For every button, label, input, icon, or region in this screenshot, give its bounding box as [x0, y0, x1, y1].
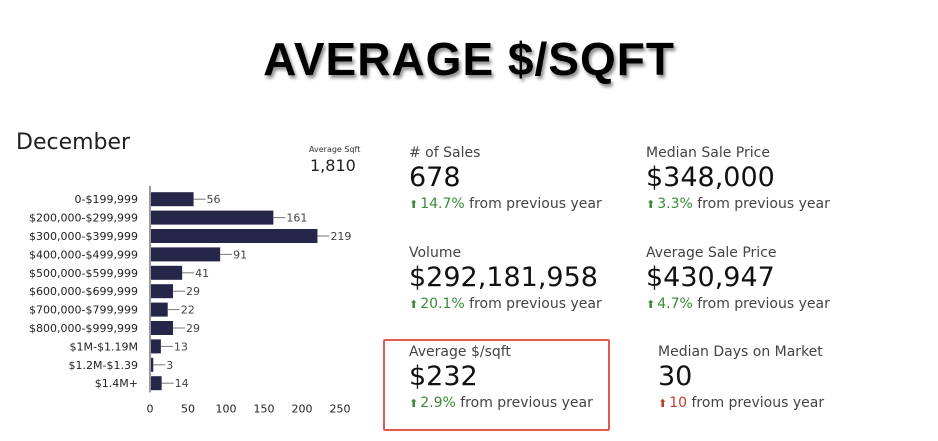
stat-pct: 14.7%: [420, 196, 465, 212]
value-label: 3: [166, 359, 173, 372]
value-label: 91: [233, 248, 247, 261]
bar: [151, 321, 174, 335]
category-label: $1M-$1.19M: [70, 340, 138, 353]
x-tick-label: 200: [292, 402, 313, 415]
stat-value: $292,181,958: [409, 262, 598, 293]
stat-label: Volume: [409, 245, 462, 261]
stat-sales-count: # of Sales 678 ⬆ 14.7% from previous year: [409, 145, 602, 212]
value-label: 29: [186, 322, 200, 335]
average-sqft-value: 1,810: [310, 156, 356, 175]
bar: [151, 247, 221, 262]
value-label: 14: [175, 377, 189, 390]
stat-average-price-per-sqft: Average $/sqft $232 ⬆ 2.9% from previous …: [409, 344, 593, 411]
value-label: 13: [174, 340, 188, 353]
x-tick-label: 100: [216, 402, 237, 415]
stat-median-days-on-market: Median Days on Market 30 ⬆ 10 from previo…: [658, 344, 824, 411]
stat-median-sale-price: Median Sale Price $348,000 ⬆ 3.3% from pr…: [646, 145, 830, 212]
stat-change: ⬆ 14.7% from previous year: [409, 196, 602, 212]
category-label: $800,000-$999,999: [29, 322, 138, 335]
category-label: $300,000-$399,999: [29, 230, 138, 243]
page-title: AVERAGE $/SQFT: [263, 33, 675, 85]
x-tick-label: 0: [147, 402, 154, 415]
stat-label: Median Sale Price: [646, 145, 770, 161]
stat-pct: 10: [669, 395, 688, 411]
value-label: 41: [195, 267, 209, 280]
bar: [151, 210, 274, 225]
value-label: 22: [181, 304, 195, 317]
bar: [151, 339, 161, 354]
stat-change: ⬆ 3.3% from previous year: [646, 196, 830, 212]
category-label: $600,000-$699,999: [29, 285, 138, 298]
category-label: $1.2M-$1.39: [69, 359, 138, 372]
bar: [151, 192, 194, 207]
stat-suffix: from previous year: [469, 196, 602, 212]
stat-change: ⬆ 4.7% from previous year: [646, 296, 830, 312]
stat-change: ⬆ 20.1% from previous year: [409, 296, 602, 312]
stat-label: Median Days on Market: [658, 344, 823, 360]
stat-label: Average $/sqft: [409, 344, 511, 360]
stat-suffix: from previous year: [697, 196, 830, 212]
category-label: $200,000-$299,999: [29, 212, 138, 225]
arrow-up-icon: ⬆: [658, 397, 668, 410]
stat-change: ⬆ 10 from previous year: [658, 395, 824, 411]
bar: [151, 302, 168, 317]
stat-value: $232: [409, 361, 478, 392]
x-tick-label: 150: [254, 402, 275, 415]
bar: [151, 265, 183, 280]
stat-suffix: from previous year: [691, 395, 825, 411]
bar: [151, 357, 154, 372]
x-tick-label: 50: [181, 402, 195, 415]
bar: [151, 284, 174, 299]
stat-pct: 20.1%: [420, 296, 465, 312]
arrow-up-icon: ⬆: [409, 198, 419, 211]
month-label: December: [16, 130, 131, 155]
stat-label: Average Sale Price: [646, 245, 777, 261]
stat-pct: 2.9%: [420, 395, 456, 411]
stat-suffix: from previous year: [469, 296, 602, 312]
category-label: $1.4M+: [95, 377, 138, 390]
price-range-bar-chart: 0-$199,999 56 $200,000-$299,999 161 $300,000…: [29, 186, 351, 415]
stat-value: 30: [658, 361, 693, 392]
stat-value: $348,000: [646, 162, 775, 193]
stat-change: ⬆ 2.9% from previous year: [409, 395, 593, 411]
stat-suffix: from previous year: [460, 395, 593, 411]
average-sqft-label: Average Sqft: [309, 145, 361, 154]
value-label: 29: [186, 285, 200, 298]
value-label: 219: [330, 230, 351, 243]
bar: [151, 229, 318, 243]
stat-label: # of Sales: [409, 145, 481, 161]
category-label: 0-$199,999: [75, 193, 138, 206]
arrow-up-icon: ⬆: [409, 298, 419, 311]
category-label: $700,000-$799,999: [29, 304, 138, 317]
stat-volume: Volume $292,181,958 ⬆ 20.1% from previous…: [409, 245, 602, 312]
stat-value: $430,947: [646, 262, 775, 293]
arrow-up-icon: ⬆: [409, 397, 419, 410]
highlight-box: [383, 339, 610, 431]
stat-pct: 3.3%: [657, 196, 693, 212]
stat-pct: 4.7%: [657, 296, 693, 312]
stat-suffix: from previous year: [697, 296, 830, 312]
category-label: $500,000-$599,999: [29, 267, 138, 280]
x-tick-label: 250: [330, 402, 351, 415]
stat-average-sale-price: Average Sale Price $430,947 ⬆ 4.7% from p…: [646, 245, 830, 312]
value-label: 161: [286, 212, 307, 225]
arrow-up-icon: ⬆: [646, 298, 656, 311]
value-label: 56: [207, 193, 221, 206]
bar: [151, 376, 162, 391]
stat-value: 678: [409, 162, 461, 193]
category-label: $400,000-$499,999: [29, 248, 138, 261]
arrow-up-icon: ⬆: [646, 198, 656, 211]
